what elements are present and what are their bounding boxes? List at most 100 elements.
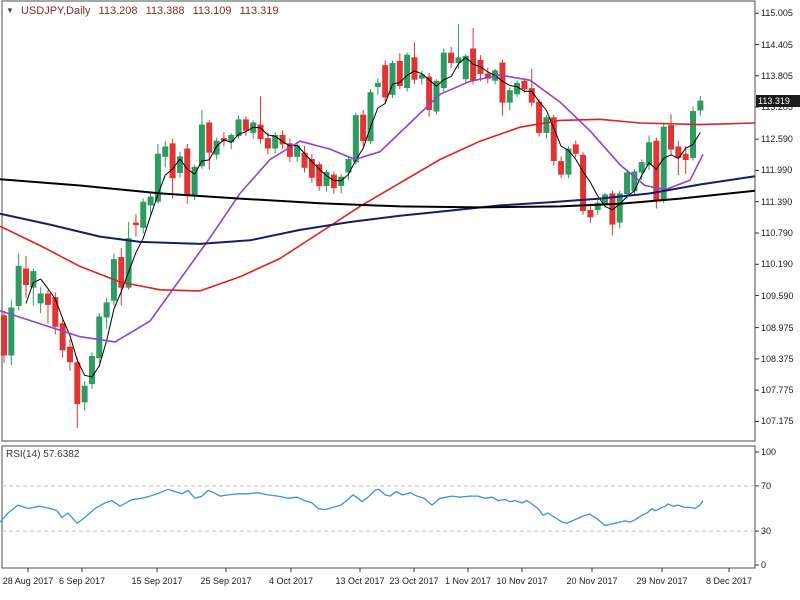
date-axis-label: 1 Nov 2017 <box>444 576 492 586</box>
price-axis-label: 108.375 <box>761 353 794 364</box>
candle-body <box>587 210 594 218</box>
candle-body <box>682 153 689 160</box>
candle-body <box>176 156 183 174</box>
candle-body <box>426 76 433 110</box>
candle-body <box>59 323 66 351</box>
date-axis-label: 28 Aug 2017 <box>2 576 54 586</box>
candle-body <box>323 172 330 187</box>
date-axis-label: 20 Nov 2017 <box>566 576 618 586</box>
candle-body <box>638 162 645 173</box>
candle-body <box>440 52 447 89</box>
candle-body <box>66 346 73 363</box>
ma-navy-line <box>0 175 756 245</box>
candle-body <box>543 117 550 133</box>
ma-fast-black-line <box>25 56 701 378</box>
candle-body <box>81 385 88 403</box>
candle-body <box>272 135 279 149</box>
candle-body <box>15 265 22 306</box>
price-axis-label: 113.205 <box>761 102 793 113</box>
candle-body <box>506 90 513 103</box>
candle-body <box>22 268 29 286</box>
candle-body <box>338 176 345 187</box>
price-axis-label: 111.990 <box>761 165 793 176</box>
candle-body <box>169 143 176 179</box>
date-axis-label: 6 Sep 2017 <box>58 576 106 586</box>
candle-body <box>330 174 337 189</box>
candle-body <box>675 146 682 158</box>
candle-body <box>1 315 7 356</box>
candle-body <box>257 124 264 140</box>
candle-body <box>88 356 95 385</box>
candle-body <box>125 238 132 288</box>
candle-body <box>418 74 425 79</box>
ma-slow-black-line <box>0 178 756 209</box>
ohlc-close: 113.319 <box>239 5 279 17</box>
rsi-axis-label: 100 <box>761 447 777 457</box>
ohlc-low: 113.109 <box>192 5 232 17</box>
candle-body <box>242 119 249 131</box>
candle-body <box>521 80 528 90</box>
rsi-axis-label: 0 <box>761 560 767 570</box>
candle-body <box>96 316 103 359</box>
price-axis-label: 110.190 <box>761 259 793 270</box>
date-axis-label: 4 Oct 2017 <box>268 576 314 586</box>
rsi-pane-border <box>1 445 756 569</box>
candle-body <box>448 52 455 64</box>
candle-body <box>184 148 191 196</box>
price-axis-label: 112.590 <box>761 134 793 145</box>
candle-body <box>646 142 653 166</box>
ohlc-high: 113.388 <box>145 5 185 17</box>
rsi-axis-label: 30 <box>761 526 772 537</box>
candle-body <box>345 158 352 173</box>
candle-body <box>396 60 403 86</box>
date-axis-label: 10 Nov 2017 <box>496 576 548 586</box>
candle-body <box>528 88 535 103</box>
price-axis-label: 107.175 <box>761 416 794 427</box>
candle-body <box>140 201 147 228</box>
price-axis-label: 115.005 <box>761 8 793 19</box>
candle-body <box>286 143 293 157</box>
candle-body <box>455 57 462 64</box>
candle-body <box>213 140 220 155</box>
candle-body <box>580 154 587 212</box>
candle-body <box>697 100 704 111</box>
date-axis-label: 29 Nov 2017 <box>636 576 688 586</box>
candle-body <box>690 111 697 158</box>
candle-body <box>624 172 631 195</box>
candle-body <box>572 144 579 154</box>
candle-body <box>147 196 154 206</box>
current-price-badge: 113.319 <box>756 95 800 108</box>
candle-body <box>74 362 81 404</box>
candle-body <box>594 202 601 211</box>
candle-body <box>462 55 469 80</box>
candle-body <box>352 115 359 163</box>
candle-body <box>565 148 572 175</box>
rsi-current-value: 57.6382 <box>43 449 80 460</box>
candle-body <box>44 293 51 305</box>
candle-body <box>616 193 623 223</box>
candle-body <box>198 124 205 167</box>
price-axis-label: 114.405 <box>761 39 793 50</box>
candle-body <box>103 302 110 318</box>
collapse-arrow-icon[interactable]: ▼ <box>6 6 14 15</box>
date-axis-label: 23 Oct 2017 <box>389 576 439 586</box>
candle-body <box>668 125 675 150</box>
price-pane-border <box>1 0 756 442</box>
candle-body <box>162 146 169 157</box>
candle-body <box>550 117 557 162</box>
candle-body <box>264 138 271 149</box>
candle-body <box>308 158 315 178</box>
candle-body <box>30 271 37 288</box>
candle-body <box>118 256 125 288</box>
candle-body <box>382 65 389 98</box>
ma-red-line <box>0 118 756 292</box>
rsi-indicator-label: RSI(14) 57.6382 <box>6 449 79 460</box>
date-axis-label: 8 Dec 2017 <box>705 576 753 586</box>
candle-body <box>374 82 381 87</box>
candle-body <box>558 161 565 175</box>
candle-body <box>235 119 242 137</box>
candle-body <box>389 63 396 95</box>
date-axis-label: 15 Sep 2017 <box>131 576 183 586</box>
